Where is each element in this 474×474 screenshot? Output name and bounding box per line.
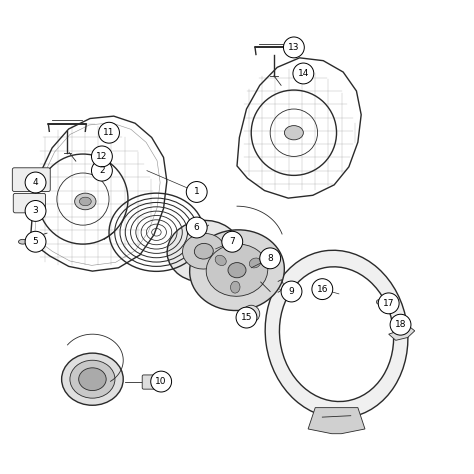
Ellipse shape xyxy=(206,244,268,296)
Text: 12: 12 xyxy=(96,152,108,161)
Circle shape xyxy=(25,172,46,193)
Text: 1: 1 xyxy=(194,188,200,196)
Ellipse shape xyxy=(265,250,408,418)
Ellipse shape xyxy=(79,368,106,391)
Ellipse shape xyxy=(376,300,382,304)
Circle shape xyxy=(390,314,411,335)
Ellipse shape xyxy=(167,220,240,282)
Circle shape xyxy=(91,146,112,167)
Ellipse shape xyxy=(249,258,261,268)
Circle shape xyxy=(186,217,207,238)
FancyBboxPatch shape xyxy=(142,375,163,389)
Ellipse shape xyxy=(18,239,27,244)
Circle shape xyxy=(260,248,281,269)
Circle shape xyxy=(312,279,333,300)
Text: 16: 16 xyxy=(317,285,328,293)
Text: 6: 6 xyxy=(194,223,200,232)
Text: 3: 3 xyxy=(33,207,38,215)
Circle shape xyxy=(281,281,302,302)
Circle shape xyxy=(91,160,112,181)
Text: 18: 18 xyxy=(395,320,406,329)
Circle shape xyxy=(25,231,46,252)
Text: 2: 2 xyxy=(99,166,105,175)
Text: 17: 17 xyxy=(383,299,394,308)
Ellipse shape xyxy=(284,126,303,140)
Circle shape xyxy=(236,307,257,328)
Ellipse shape xyxy=(190,230,284,310)
Polygon shape xyxy=(308,408,365,434)
Ellipse shape xyxy=(230,281,240,293)
Text: 15: 15 xyxy=(241,313,252,322)
Circle shape xyxy=(25,201,46,221)
Circle shape xyxy=(243,305,260,322)
Ellipse shape xyxy=(79,197,91,206)
Circle shape xyxy=(222,231,243,252)
Text: 7: 7 xyxy=(229,237,235,246)
Ellipse shape xyxy=(75,193,96,210)
Text: 14: 14 xyxy=(298,69,309,78)
Text: 9: 9 xyxy=(289,287,294,296)
Ellipse shape xyxy=(70,360,115,398)
Circle shape xyxy=(186,182,207,202)
Circle shape xyxy=(378,293,399,314)
Circle shape xyxy=(283,37,304,58)
Text: 8: 8 xyxy=(267,254,273,263)
Ellipse shape xyxy=(215,255,226,265)
Circle shape xyxy=(248,310,255,317)
Circle shape xyxy=(151,371,172,392)
Ellipse shape xyxy=(228,263,246,278)
FancyBboxPatch shape xyxy=(13,193,46,213)
Text: 10: 10 xyxy=(155,377,167,386)
Circle shape xyxy=(99,122,119,143)
Ellipse shape xyxy=(280,267,393,401)
Text: 5: 5 xyxy=(33,237,38,246)
Ellipse shape xyxy=(62,353,123,405)
Circle shape xyxy=(293,63,314,84)
FancyBboxPatch shape xyxy=(12,168,50,191)
Polygon shape xyxy=(389,327,415,340)
Ellipse shape xyxy=(194,243,213,259)
Text: 4: 4 xyxy=(33,178,38,187)
Ellipse shape xyxy=(182,233,225,269)
Text: 11: 11 xyxy=(103,128,115,137)
Text: 13: 13 xyxy=(288,43,300,52)
